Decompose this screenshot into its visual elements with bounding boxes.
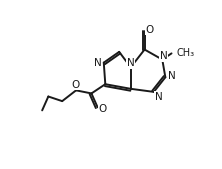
- Text: N: N: [155, 91, 162, 102]
- Text: O: O: [71, 80, 79, 90]
- Text: O: O: [99, 104, 107, 114]
- Text: N: N: [168, 71, 175, 81]
- Text: N: N: [127, 58, 135, 68]
- Text: N: N: [160, 52, 168, 62]
- Text: N: N: [94, 58, 101, 68]
- Text: CH₃: CH₃: [176, 48, 194, 58]
- Text: O: O: [145, 25, 153, 34]
